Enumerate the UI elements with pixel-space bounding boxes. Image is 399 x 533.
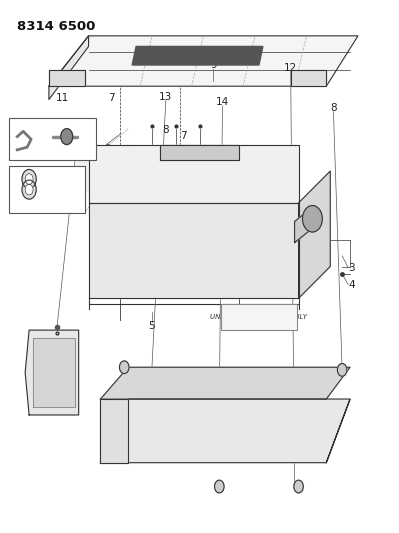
Polygon shape — [101, 399, 128, 463]
Text: 15: 15 — [55, 174, 68, 184]
Ellipse shape — [75, 155, 103, 192]
Text: 16: 16 — [55, 184, 68, 195]
Text: 12: 12 — [284, 63, 297, 72]
Polygon shape — [298, 171, 330, 298]
Polygon shape — [132, 46, 263, 65]
Polygon shape — [49, 36, 358, 86]
Circle shape — [61, 128, 73, 144]
Text: 9: 9 — [210, 60, 217, 70]
Text: 14: 14 — [216, 97, 229, 107]
Polygon shape — [326, 399, 350, 463]
Circle shape — [338, 364, 347, 376]
FancyBboxPatch shape — [221, 304, 296, 330]
Polygon shape — [290, 70, 326, 86]
Text: 7: 7 — [108, 93, 115, 103]
Text: 1: 1 — [294, 199, 301, 209]
Text: 19: 19 — [9, 142, 22, 152]
Text: 18: 18 — [81, 138, 94, 148]
Text: 3: 3 — [348, 263, 355, 272]
Text: 15: 15 — [55, 175, 68, 185]
Circle shape — [215, 480, 224, 493]
Text: 13: 13 — [159, 92, 172, 102]
Circle shape — [22, 169, 36, 189]
Text: 8: 8 — [330, 103, 337, 114]
Polygon shape — [101, 399, 350, 463]
Polygon shape — [294, 206, 314, 243]
Polygon shape — [49, 70, 85, 86]
Text: 4: 4 — [348, 279, 355, 289]
Text: 12: 12 — [72, 118, 85, 128]
Text: 8: 8 — [162, 125, 169, 135]
Circle shape — [119, 361, 129, 374]
Circle shape — [22, 180, 36, 199]
Polygon shape — [160, 144, 239, 160]
Text: 11: 11 — [56, 93, 69, 103]
FancyBboxPatch shape — [9, 166, 85, 214]
Text: 2: 2 — [202, 218, 209, 228]
Polygon shape — [101, 367, 350, 399]
Text: 17: 17 — [81, 125, 94, 135]
FancyBboxPatch shape — [9, 118, 97, 160]
Text: 6: 6 — [103, 144, 110, 154]
Circle shape — [25, 184, 33, 195]
Text: 8314 6500: 8314 6500 — [17, 20, 96, 33]
Text: UNLEADED GASOLINE ONLY: UNLEADED GASOLINE ONLY — [210, 314, 308, 320]
Polygon shape — [89, 203, 298, 298]
Polygon shape — [49, 36, 89, 100]
Circle shape — [302, 206, 322, 232]
Text: 7: 7 — [180, 131, 187, 141]
Circle shape — [294, 480, 303, 493]
Polygon shape — [33, 338, 75, 407]
Polygon shape — [25, 330, 79, 415]
Circle shape — [25, 174, 33, 184]
Polygon shape — [89, 144, 298, 203]
Text: 5: 5 — [149, 321, 155, 331]
Text: 16: 16 — [55, 184, 68, 195]
Text: 10: 10 — [280, 306, 293, 316]
